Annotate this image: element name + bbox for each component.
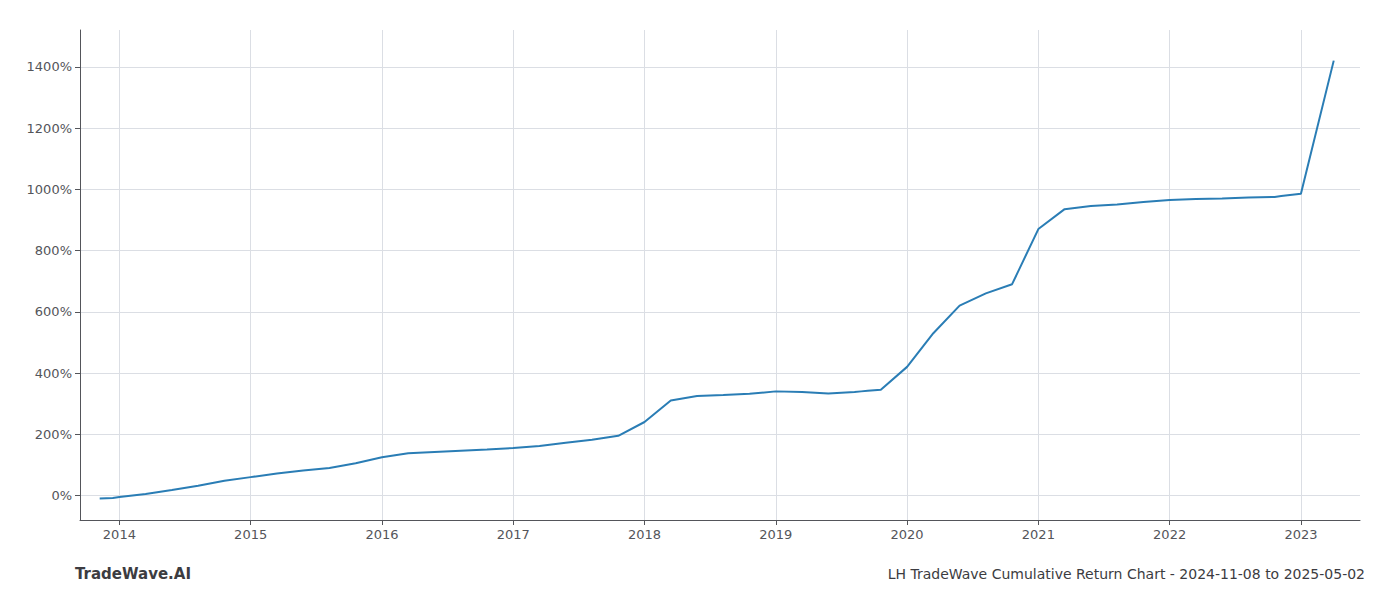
svg-text:2019: 2019	[759, 527, 792, 542]
svg-text:2020: 2020	[891, 527, 924, 542]
svg-text:2018: 2018	[628, 527, 661, 542]
svg-text:2022: 2022	[1153, 527, 1186, 542]
svg-text:1000%: 1000%	[27, 182, 72, 197]
svg-text:2023: 2023	[1284, 527, 1317, 542]
svg-text:TradeWave.AI: TradeWave.AI	[75, 565, 191, 583]
svg-text:2016: 2016	[365, 527, 398, 542]
svg-text:2015: 2015	[234, 527, 267, 542]
svg-text:2014: 2014	[103, 527, 136, 542]
svg-text:200%: 200%	[35, 427, 72, 442]
svg-text:0%: 0%	[51, 488, 72, 503]
svg-text:600%: 600%	[35, 304, 72, 319]
svg-text:1200%: 1200%	[27, 121, 72, 136]
svg-text:2017: 2017	[497, 527, 530, 542]
svg-text:800%: 800%	[35, 243, 72, 258]
svg-text:LH TradeWave Cumulative Return: LH TradeWave Cumulative Return Chart - 2…	[888, 566, 1365, 582]
svg-text:2021: 2021	[1022, 527, 1055, 542]
svg-text:1400%: 1400%	[27, 59, 72, 74]
svg-text:400%: 400%	[35, 366, 72, 381]
